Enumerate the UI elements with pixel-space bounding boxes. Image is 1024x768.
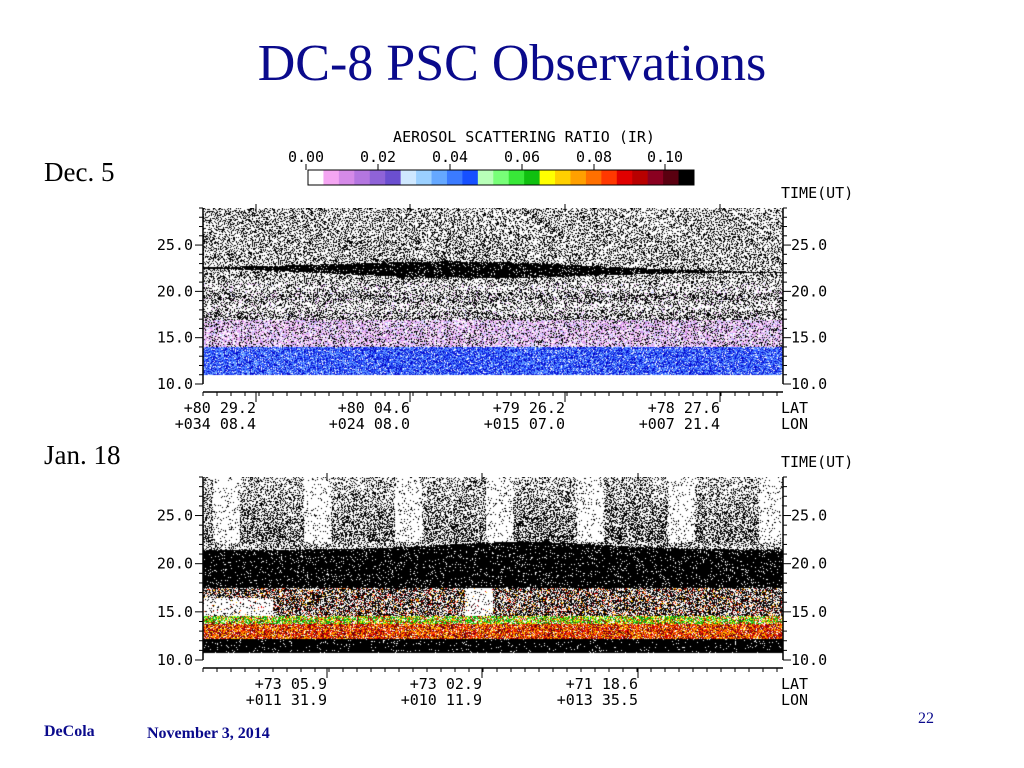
panel-label-dec5: Dec. 5 xyxy=(44,157,115,187)
colorbar-tick-label: 0.10 xyxy=(647,148,683,166)
y-tick-label: 10.0 xyxy=(157,651,193,669)
time-ut-label: TIME(UT) xyxy=(781,453,853,471)
colorbar-swatch xyxy=(555,170,571,185)
author: DeCola xyxy=(44,723,95,740)
slide-title: DC-8 PSC Observations xyxy=(257,35,767,92)
colorbar-tick-label: 0.08 xyxy=(576,148,612,166)
y-tick-label-right: 10.0 xyxy=(791,651,827,669)
lon-label: +024 08.0 xyxy=(329,415,410,433)
lat-label: +73 05.9 xyxy=(255,675,327,693)
y-tick-label: 20.0 xyxy=(157,555,193,573)
page-number: 22 xyxy=(918,710,934,727)
colorbar-border xyxy=(307,169,695,186)
colorbar-swatch xyxy=(400,170,417,185)
colorbar-swatch xyxy=(431,170,448,185)
colorbar-swatch xyxy=(647,170,664,185)
lat-label: +79 26.2 xyxy=(493,399,565,417)
y-tick-label-right: 10.0 xyxy=(791,375,827,393)
heatmap-image xyxy=(203,208,783,384)
lat-label: +80 04.6 xyxy=(338,399,410,417)
heatmap-image xyxy=(203,477,783,660)
colorbar-swatch xyxy=(446,170,463,185)
time-ut-label: TIME(UT) xyxy=(781,184,853,202)
colorbar-swatch xyxy=(508,170,525,185)
colorbar-swatch xyxy=(308,170,324,185)
colorbar-swatch xyxy=(385,170,402,185)
y-tick-label: 25.0 xyxy=(157,507,193,525)
colorbar-swatch xyxy=(369,170,386,185)
colorbar-tick-labels: 0.00 0.02 0.04 0.06 0.08 0.10 xyxy=(288,148,683,170)
lon-label: +013 35.5 xyxy=(557,691,638,709)
colorbar-swatch xyxy=(632,170,649,185)
panel-label-jan18: Jan. 18 xyxy=(44,440,121,470)
colorbar-title: AEROSOL SCATTERING RATIO (IR) xyxy=(393,128,655,146)
lat-label: +73 02.9 xyxy=(410,675,482,693)
lon-label: +010 11.9 xyxy=(401,691,482,709)
colorbar-tick-label: 0.02 xyxy=(360,148,396,166)
y-tick-label: 10.0 xyxy=(157,375,193,393)
y-tick-label: 15.0 xyxy=(157,603,193,621)
colorbar-swatch xyxy=(585,170,602,185)
colorbar-swatch xyxy=(354,170,371,185)
y-tick-label-right: 15.0 xyxy=(791,603,827,621)
y-tick-label-right: 20.0 xyxy=(791,282,827,300)
lon-label: +007 21.4 xyxy=(639,415,720,433)
chart-jan18: 25.0 25.0 20.0 20.0 15.0 15.0 10.0 10.0 +73 05.9… xyxy=(157,453,853,709)
colorbar-swatch xyxy=(570,170,587,185)
colorbar-swatch xyxy=(493,170,510,185)
y-tick-label: 25.0 xyxy=(157,236,193,254)
colorbar-swatch xyxy=(323,170,340,185)
lat-axis-label: LAT xyxy=(781,399,808,417)
colorbar-swatch xyxy=(616,170,633,185)
y-tick-label: 15.0 xyxy=(157,329,193,347)
lat-label: +78 27.6 xyxy=(648,399,720,417)
lon-label: +034 08.4 xyxy=(175,415,256,433)
colorbar-swatch xyxy=(338,170,355,185)
lat-label: +80 29.2 xyxy=(184,399,256,417)
y-tick-label-right: 25.0 xyxy=(791,236,827,254)
lon-axis-label: LON xyxy=(781,691,808,709)
y-tick-label-right: 25.0 xyxy=(791,507,827,525)
colorbar-swatch xyxy=(462,170,479,185)
colorbar-swatch xyxy=(601,170,618,185)
colorbar-swatch xyxy=(524,170,541,185)
y-tick-label: 20.0 xyxy=(157,282,193,300)
lon-axis-label: LON xyxy=(781,415,808,433)
colorbar-swatch xyxy=(678,170,695,185)
lon-label: +015 07.0 xyxy=(484,415,565,433)
colorbar-swatch xyxy=(539,170,556,185)
y-tick-label-right: 15.0 xyxy=(791,329,827,347)
colorbar-swatch xyxy=(477,170,494,185)
colorbar-tick-label: 0.04 xyxy=(432,148,468,166)
chart-dec5: 25.0 25.0 20.0 20.0 15.0 15.0 10.0 10.0 +80 29.2… xyxy=(157,184,853,433)
colorbar-tick-label: 0.00 xyxy=(288,148,324,166)
lat-axis-label: LAT xyxy=(781,675,808,693)
colorbar-tick-label: 0.06 xyxy=(504,148,540,166)
slide-date: November 3, 2014 xyxy=(147,725,270,742)
colorbar-swatch xyxy=(663,170,680,185)
colorbar-swatch xyxy=(416,170,433,185)
y-tick-label-right: 20.0 xyxy=(791,555,827,573)
lon-label: +011 31.9 xyxy=(246,691,327,709)
lat-label: +71 18.6 xyxy=(566,675,638,693)
colorbar xyxy=(307,169,695,186)
